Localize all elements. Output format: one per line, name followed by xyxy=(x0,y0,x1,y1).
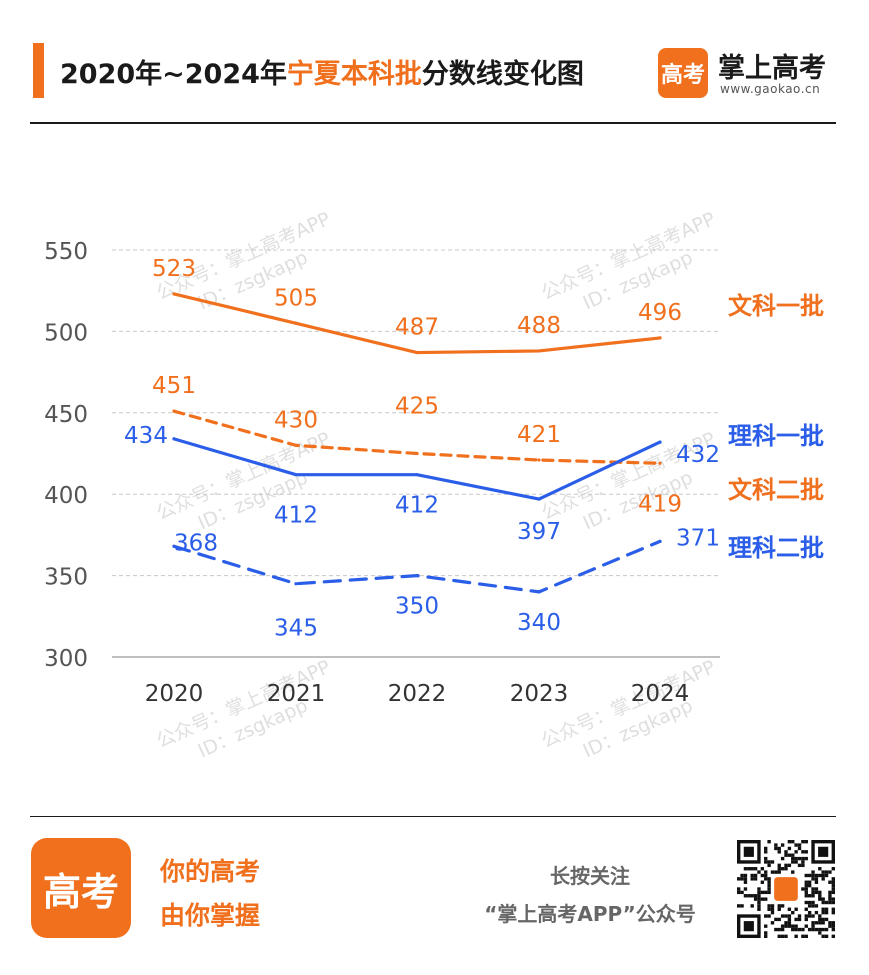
series-2: 451 430 425 421 419 文科二批 xyxy=(152,373,824,517)
x-tick-label: 2024 xyxy=(631,681,690,707)
y-tick-label: 350 xyxy=(44,565,88,591)
data-point xyxy=(658,461,662,465)
data-label: 432 xyxy=(676,442,720,468)
series-name-label: 文科二批 xyxy=(728,476,824,504)
y-tick-label: 500 xyxy=(44,320,88,346)
data-point xyxy=(172,292,176,296)
data-label: 496 xyxy=(638,300,682,326)
data-point xyxy=(294,443,298,447)
data-label: 412 xyxy=(395,493,439,519)
title-suffix: 分数线变化图 xyxy=(421,59,584,90)
data-point xyxy=(172,544,176,548)
data-label: 345 xyxy=(274,616,318,642)
slogan-line-1: 你的高考 xyxy=(160,857,261,886)
data-point xyxy=(294,582,298,586)
footer-gaokao-logo-icon: 高考 xyxy=(31,838,131,938)
slogan-line-2: 由你掌握 xyxy=(160,901,261,930)
brand-name: 掌上高考 xyxy=(718,53,826,84)
y-tick-label: 400 xyxy=(44,483,88,509)
data-point xyxy=(415,350,419,355)
data-point xyxy=(537,349,541,353)
x-axis: 2020 2021 2022 2023 2024 xyxy=(145,681,690,707)
x-tick-label: 2020 xyxy=(145,681,204,707)
title-highlight: 宁夏本科批 xyxy=(286,59,422,90)
data-point xyxy=(537,590,541,594)
header-divider xyxy=(30,122,836,124)
data-label: 430 xyxy=(274,407,318,433)
data-point xyxy=(294,321,298,325)
qr-code-icon[interactable] xyxy=(737,840,835,938)
chart-grid xyxy=(112,249,720,658)
data-point xyxy=(294,473,298,477)
data-point xyxy=(415,574,419,578)
data-label: 434 xyxy=(124,423,168,449)
data-point xyxy=(172,437,176,441)
brand-url: www.gaokao.cn xyxy=(720,82,821,96)
data-point xyxy=(172,409,176,413)
data-label: 451 xyxy=(152,373,196,399)
header-accent-bar xyxy=(33,43,44,98)
follow-line-2: “掌上高考APP”公众号 xyxy=(484,902,696,926)
series-name-label: 文科一批 xyxy=(728,292,824,320)
y-tick-label: 300 xyxy=(44,646,88,672)
data-label: 340 xyxy=(517,610,561,636)
follow-line-1: 长按关注 xyxy=(550,864,630,888)
x-tick-label: 2021 xyxy=(267,681,326,707)
x-tick-label: 2023 xyxy=(510,681,569,707)
data-point xyxy=(658,336,662,340)
series-1: 523 505 487 488 496 文科一批 xyxy=(152,256,824,355)
series-name-label: 理科二批 xyxy=(728,534,824,562)
data-point xyxy=(537,497,541,501)
data-label: 350 xyxy=(395,594,439,620)
title-prefix: 2020年~2024年 xyxy=(60,59,287,90)
data-label: 523 xyxy=(152,256,196,282)
data-label: 487 xyxy=(395,315,439,341)
data-label: 421 xyxy=(517,422,561,448)
series-3: 434 412 412 397 432 理科一批 xyxy=(124,422,824,545)
data-label: 397 xyxy=(517,519,561,545)
data-point xyxy=(415,451,419,456)
data-point xyxy=(658,539,662,544)
data-label: 412 xyxy=(274,503,318,529)
data-label: 371 xyxy=(676,525,720,551)
data-label: 368 xyxy=(174,530,218,556)
series-4: 368 345 350 340 371 理科二批 xyxy=(172,525,824,642)
series-line xyxy=(172,539,662,594)
y-axis: 300 350 400 450 500 550 xyxy=(44,239,88,672)
brand-block: 高考 掌上高考 www.gaokao.cn xyxy=(658,46,848,102)
x-tick-label: 2022 xyxy=(388,681,447,707)
gaokao-logo-icon: 高考 xyxy=(658,48,708,98)
data-label: 488 xyxy=(517,313,561,339)
data-point xyxy=(537,458,541,462)
data-label: 419 xyxy=(638,491,682,517)
data-label: 505 xyxy=(274,285,318,311)
y-tick-label: 550 xyxy=(44,239,88,265)
series-name-label: 理科一批 xyxy=(728,422,824,450)
data-label: 425 xyxy=(395,394,439,420)
data-point xyxy=(415,473,419,477)
footer-divider xyxy=(30,816,836,817)
data-point xyxy=(658,440,662,444)
page-title: 2020年~2024年宁夏本科批分数线变化图 xyxy=(60,52,584,91)
y-tick-label: 450 xyxy=(44,402,88,428)
